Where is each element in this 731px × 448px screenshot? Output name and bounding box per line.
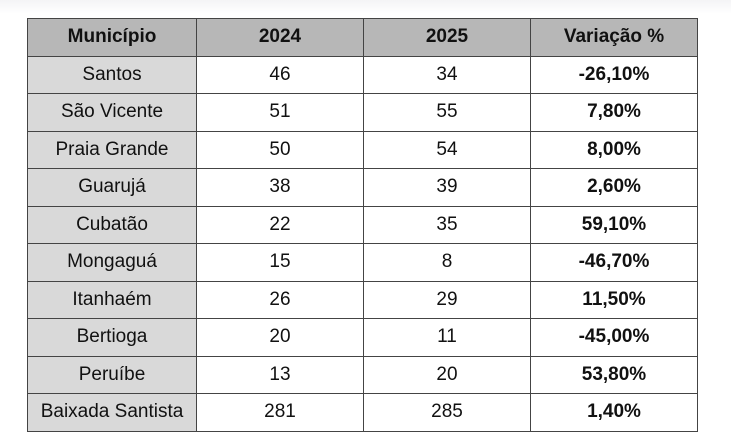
municipality-cell: Praia Grande (27, 130, 197, 169)
municipality-cell: São Vicente (27, 93, 197, 132)
table-row: Baixada Santista 281 285 1,40% (27, 393, 698, 432)
column-header: 2024 (196, 18, 364, 57)
value-cell: 51 (196, 93, 364, 132)
municipality-cell: Itanhaém (27, 280, 197, 319)
value-cell: 53,80% (530, 355, 698, 394)
value-cell: 35 (363, 205, 531, 244)
value-cell: 50 (196, 130, 364, 169)
value-cell: -45,00% (530, 318, 698, 357)
table-row: Mongaguá 15 8 -46,70% (27, 243, 698, 282)
municipality-cell: Peruíbe (27, 355, 197, 394)
value-cell: 1,40% (530, 393, 698, 432)
value-cell: 20 (363, 355, 531, 394)
municipality-cell: Guarujá (27, 168, 197, 207)
value-cell: 11,50% (530, 280, 698, 319)
value-cell: 22 (196, 205, 364, 244)
data-table: Município 2024 2025 Variação % Santos 46 34 -2… (27, 18, 698, 432)
value-cell: 55 (363, 93, 531, 132)
value-cell: -46,70% (530, 243, 698, 282)
table-body: Santos 46 34 -26,10% São Vicente 51 55 7,80% Pra… (27, 55, 698, 432)
municipality-cell: Baixada Santista (27, 393, 197, 432)
value-cell: 281 (196, 393, 364, 432)
table-row: Praia Grande 50 54 8,00% (27, 130, 698, 169)
header-row: Município 2024 2025 Variação % (27, 18, 698, 57)
column-header: 2025 (363, 18, 531, 57)
table-row: São Vicente 51 55 7,80% (27, 93, 698, 132)
value-cell: 2,60% (530, 168, 698, 207)
municipality-cell: Mongaguá (27, 243, 197, 282)
value-cell: 54 (363, 130, 531, 169)
table-row: Itanhaém 26 29 11,50% (27, 280, 698, 319)
value-cell: 34 (363, 55, 531, 94)
value-cell: 59,10% (530, 205, 698, 244)
municipality-cell: Santos (27, 55, 197, 94)
table-row: Bertioga 20 11 -45,00% (27, 318, 698, 357)
value-cell: 15 (196, 243, 364, 282)
value-cell: 46 (196, 55, 364, 94)
column-header: Variação % (530, 18, 698, 57)
value-cell: 7,80% (530, 93, 698, 132)
municipality-cell: Cubatão (27, 205, 197, 244)
value-cell: 8 (363, 243, 531, 282)
value-cell: 20 (196, 318, 364, 357)
table-row: Santos 46 34 -26,10% (27, 55, 698, 94)
table-row: Cubatão 22 35 59,10% (27, 205, 698, 244)
table-row: Peruíbe 13 20 53,80% (27, 355, 698, 394)
value-cell: 26 (196, 280, 364, 319)
value-cell: 13 (196, 355, 364, 394)
value-cell: -26,10% (530, 55, 698, 94)
value-cell: 39 (363, 168, 531, 207)
value-cell: 38 (196, 168, 364, 207)
municipality-cell: Bertioga (27, 318, 197, 357)
value-cell: 285 (363, 393, 531, 432)
value-cell: 29 (363, 280, 531, 319)
value-cell: 11 (363, 318, 531, 357)
value-cell: 8,00% (530, 130, 698, 169)
table-row: Guarujá 38 39 2,60% (27, 168, 698, 207)
column-header: Município (27, 18, 197, 57)
